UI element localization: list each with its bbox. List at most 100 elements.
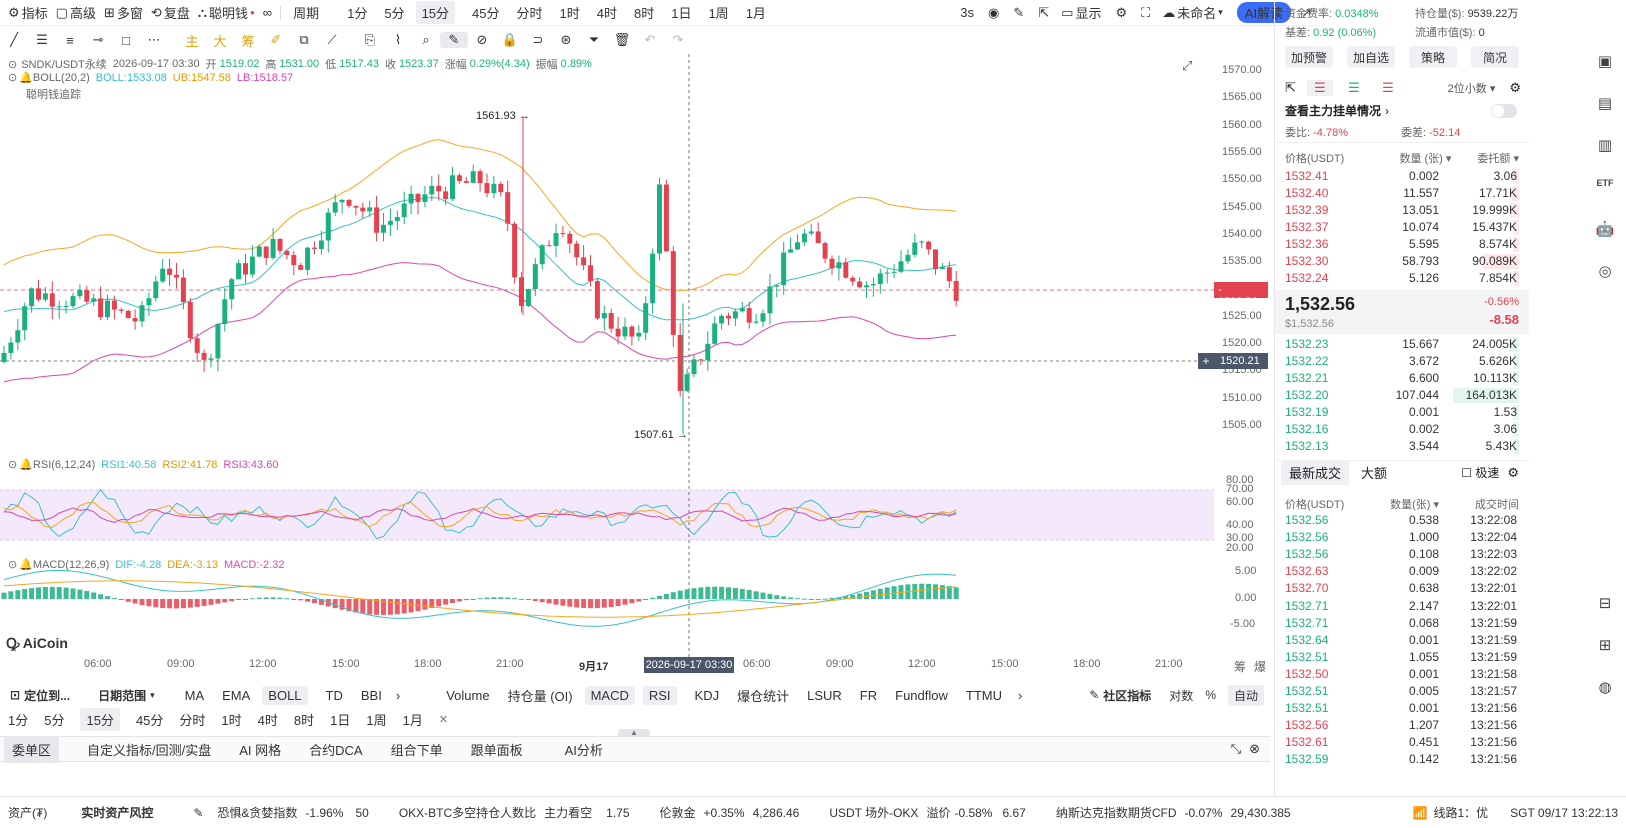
period2-15m[interactable]: 15分 <box>80 707 120 731</box>
locate-button[interactable]: ⊡ 定位到... <box>10 688 71 703</box>
redo-icon[interactable]: ↷ <box>672 32 684 47</box>
orderbook-row[interactable]: 1532.37 10.074 15.437K <box>1283 219 1525 236</box>
ind-fr[interactable]: FR <box>859 687 878 703</box>
add-alert-icon[interactable]: + <box>1198 353 1214 369</box>
rectangle-icon[interactable]: □ <box>122 32 130 48</box>
orderbook-row[interactable]: 1532.24 5.126 7.854K <box>1283 270 1525 287</box>
visibility-icon[interactable]: ⊙ <box>8 72 18 84</box>
orderbook-row[interactable]: 1532.13 3.544 5.43K <box>1283 438 1525 455</box>
orderbook-row[interactable]: 1532.16 0.002 3.06 <box>1283 421 1525 438</box>
okx-ratio-label[interactable]: OKX-BTC多空持仓人数比 <box>398 806 537 820</box>
orderbook-row[interactable]: 1532.41 0.002 3.06 <box>1283 168 1525 185</box>
trendline-icon[interactable]: ╱ <box>10 32 18 47</box>
trade-row[interactable]: 1532.71 0.068 13:21:59 <box>1283 615 1525 632</box>
trade-row[interactable]: 1532.56 0.108 13:22:03 <box>1283 546 1525 563</box>
refresh-interval[interactable]: 3s <box>960 5 975 20</box>
main-orders-toggle[interactable] <box>1491 103 1517 118</box>
export-icon[interactable]: ⇱ <box>1038 4 1050 20</box>
edit-icon[interactable]: ✎ <box>193 805 204 820</box>
risk-control-button[interactable]: 实时资产风控 <box>81 806 154 820</box>
pen-icon[interactable]: ✎ <box>440 32 468 48</box>
asks-only-icon[interactable]: ☰ <box>1382 80 1394 95</box>
orderbook-row[interactable]: 1532.20 107.044 164.013K <box>1283 387 1525 404</box>
ind-kdj[interactable]: KDJ <box>694 687 720 703</box>
tab-copy-trade[interactable]: 跟单面板 <box>470 742 523 758</box>
chart-type-select[interactable]: 周期 <box>293 6 320 21</box>
link-icon[interactable]: ⊛ <box>560 32 572 47</box>
ind-lsur[interactable]: LSUR <box>807 687 842 703</box>
period2-1mo[interactable]: 1月 <box>402 712 423 728</box>
fullscreen-icon[interactable]: ⛶ <box>1141 4 1151 20</box>
ind-td[interactable]: TD <box>325 687 343 703</box>
trade-qty-select[interactable]: 数量(张) ▾ <box>1390 499 1439 511</box>
period2-8h[interactable]: 8时 <box>293 712 315 728</box>
channel-icon[interactable]: ≡ <box>66 32 74 48</box>
ind-rsi[interactable]: RSI <box>642 685 677 705</box>
tab-combo-order[interactable]: 组合下单 <box>390 742 443 758</box>
draw-main-button[interactable]: 主 <box>185 33 199 49</box>
measure-icon[interactable]: ⟋ <box>327 32 337 47</box>
magnet2-icon[interactable]: ⊃ <box>532 32 544 47</box>
both-sides-icon[interactable]: ☰ <box>1307 80 1333 96</box>
magnet-icon[interactable]: ⧉ <box>299 32 309 47</box>
display-toggle[interactable]: ▭ 显示 <box>1061 4 1102 22</box>
chart-icon[interactable]: ▥ <box>1597 137 1613 154</box>
calendar-icon[interactable]: ▤ <box>1597 95 1613 112</box>
tab-ai-analysis[interactable]: AI分析 <box>564 742 603 758</box>
draw-big-button[interactable]: 大 <box>213 33 227 49</box>
etf-icon[interactable]: ETF <box>1596 178 1614 188</box>
edit-icon[interactable]: ✎ <box>1013 4 1025 20</box>
ind-fundflow[interactable]: Fundflow <box>895 687 948 703</box>
copy-icon[interactable]: ⎘ <box>364 32 376 47</box>
strategy-button[interactable]: 策略 <box>1409 46 1457 68</box>
trade-row[interactable]: 1532.61 0.451 13:21:56 <box>1283 734 1525 751</box>
period-15m[interactable]: 15分 <box>415 1 456 24</box>
ind-ttmu[interactable]: TTMU <box>965 687 1002 703</box>
auto-scale-toggle[interactable]: 自动 <box>1227 684 1264 706</box>
tab-custom-indicator[interactable]: 自定义指标/回测/实盘 <box>87 742 212 758</box>
log-scale-toggle[interactable]: 对数 <box>1169 688 1194 703</box>
period-timeline[interactable]: 分时 <box>516 6 543 21</box>
compass-icon[interactable]: ◎ <box>1598 263 1612 280</box>
tab-ai-grid[interactable]: AI 网格 <box>239 742 282 758</box>
period2-4h[interactable]: 4时 <box>257 712 278 728</box>
decimals-select[interactable]: 2位小数 ▾ <box>1447 83 1496 95</box>
gold-label[interactable]: 伦敦金 <box>659 806 696 820</box>
camera-icon[interactable]: ◉ <box>988 4 1000 20</box>
period-1w[interactable]: 1周 <box>708 6 729 21</box>
trade-row[interactable]: 1532.51 0.005 13:21:57 <box>1283 683 1525 700</box>
period2-5m[interactable]: 5分 <box>44 712 65 728</box>
price-axis[interactable]: 1570.00 1565.00 1560.00 1555.00 1550.00 1545.… <box>1214 54 1270 454</box>
trade-row[interactable]: 1532.64 0.001 13:21:59 <box>1283 632 1525 649</box>
period2-1d[interactable]: 1日 <box>330 712 351 728</box>
visibility-icon[interactable]: ⊙ <box>8 559 18 571</box>
chart-area[interactable]: ⊙ SNDK/USDT永续 2026-09-17 03:30 开 1519.02 … <box>0 54 1270 674</box>
external-icon[interactable]: ⇱ <box>1285 80 1296 95</box>
trade-row[interactable]: 1532.63 0.009 13:22:02 <box>1283 563 1525 580</box>
liquidation-tag[interactable]: 爆 <box>1254 660 1267 674</box>
smart-money-menu[interactable]: ⛬ 聪明钱 ● <box>197 4 255 22</box>
chip-tag[interactable]: 筹 <box>1234 660 1247 674</box>
period-1m[interactable]: 1分 <box>347 6 368 21</box>
settings-icon[interactable]: ⚙ <box>1507 464 1519 480</box>
orderbook-row[interactable]: 1532.23 15.667 24.005K <box>1283 336 1525 353</box>
ai-interpret-button[interactable]: AI解读 <box>1236 2 1292 23</box>
ind-macd[interactable]: MACD <box>584 685 635 705</box>
line-status[interactable]: 线路1：优 <box>1433 806 1489 820</box>
ind-ma[interactable]: MA <box>184 687 205 703</box>
more-sub-icon[interactable]: › <box>1018 687 1023 703</box>
trade-row[interactable]: 1532.56 0.538 13:22:08 <box>1283 512 1525 529</box>
ind-bbi[interactable]: BBI <box>360 687 382 703</box>
trade-row[interactable]: 1532.70 0.638 13:22:01 <box>1283 580 1525 597</box>
ind-ema[interactable]: EMA <box>222 687 251 703</box>
bell-icon[interactable]: 🔔 <box>19 72 33 84</box>
more-shapes-icon[interactable]: ⋯ <box>147 32 161 47</box>
orderbook-row[interactable]: 1532.21 6.600 10.113K <box>1283 370 1525 387</box>
community-indicator-button[interactable]: ✎ 社区指标 <box>1089 688 1152 703</box>
percent-scale-toggle[interactable]: % <box>1205 688 1216 702</box>
period-1h[interactable]: 1时 <box>559 6 580 21</box>
tab-large-trades[interactable]: 大额 <box>1361 466 1388 481</box>
bot-icon[interactable]: ◍ <box>1598 679 1612 696</box>
trade-row[interactable]: 1532.51 0.001 13:21:56 <box>1283 700 1525 717</box>
fast-mode-checkbox[interactable]: ☐ 极速 <box>1461 466 1500 480</box>
